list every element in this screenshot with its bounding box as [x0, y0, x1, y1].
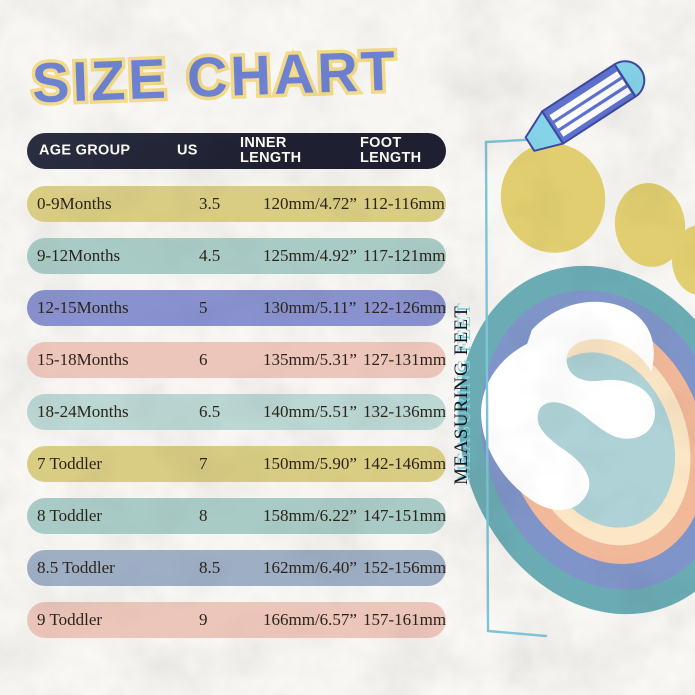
- svg-text:MEASURING FEET: MEASURING FEET: [451, 305, 472, 485]
